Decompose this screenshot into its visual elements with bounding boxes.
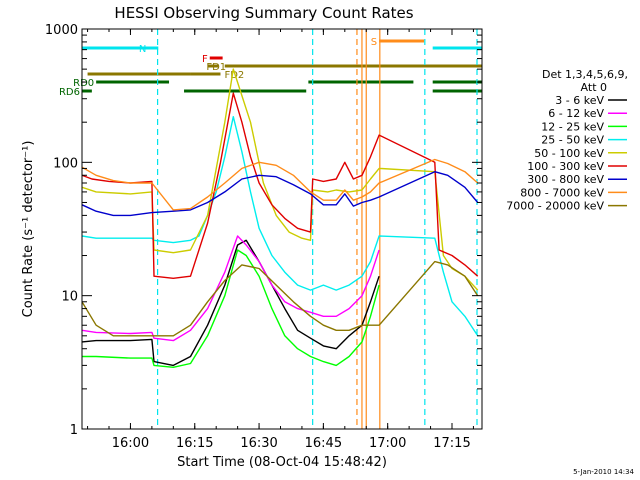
- legend-label-3: 25 - 50 keV: [541, 134, 604, 147]
- legend-label-2: 12 - 25 keV: [541, 120, 604, 133]
- legend-title-line1: Det 1,3,4,5,6,9,: [542, 68, 628, 81]
- series-line-2: [82, 249, 380, 368]
- legend-label-5: 100 - 300 keV: [527, 160, 604, 173]
- series-line-4: [82, 68, 479, 291]
- y-tick-label-2: 100: [53, 156, 78, 171]
- series-line-7: [82, 158, 479, 211]
- x-tick-label-4: 17:00: [369, 436, 406, 451]
- legend-label-6: 300 - 800 keV: [527, 173, 604, 186]
- y-tick-label-3: 1000: [45, 23, 78, 38]
- flag-label-s: S: [371, 37, 377, 48]
- legend-label-7: 800 - 7000 keV: [520, 186, 604, 199]
- x-tick-label-0: 16:00: [112, 436, 149, 451]
- y-tick-label-0: 1: [70, 423, 78, 438]
- series-line-6: [82, 170, 479, 217]
- flag-label-fd2: FD2: [224, 70, 244, 81]
- x-tick-label-2: 16:30: [240, 436, 277, 451]
- x-axis-label: Start Time (08-Oct-04 15:48:42): [177, 455, 387, 470]
- legend-label-1: 6 - 12 keV: [548, 107, 604, 120]
- y-axis: 1 10 100 1000: [45, 23, 482, 438]
- series-line-1: [82, 235, 380, 342]
- series-lines: [82, 68, 479, 368]
- flag-label-f: F: [202, 54, 208, 65]
- footer-timestamp: 5-Jan-2010 14:34: [573, 468, 634, 476]
- flag-label-rd6: RD6: [59, 87, 80, 98]
- series-line-5: [82, 92, 479, 279]
- flag-label-rd0: RD0: [73, 78, 94, 89]
- x-tick-label-5: 17:15: [433, 436, 470, 451]
- x-tick-label-3: 16:45: [305, 436, 342, 451]
- legend-label-0: 3 - 6 keV: [555, 94, 604, 107]
- legend-label-4: 50 - 100 keV: [534, 147, 604, 160]
- chart-title: HESSI Observing Summary Count Rates: [114, 4, 413, 22]
- flag-label-n: N: [139, 44, 146, 55]
- series-line-8: [82, 260, 479, 337]
- y-axis-label: Count Rate (s⁻¹ detector⁻¹): [21, 141, 36, 318]
- series-line-0: [82, 239, 380, 367]
- flag-label-fd1: FD1: [206, 62, 226, 73]
- legend-title-line2: Att 0: [581, 81, 607, 94]
- x-axis: 16:00 16:15 16:30 16:45 17:00 17:15: [87, 29, 474, 451]
- plot-frame: [81, 28, 483, 430]
- x-tick-label-1: 16:15: [176, 436, 213, 451]
- y-tick-label-1: 10: [61, 290, 78, 305]
- series-line-3: [82, 115, 479, 337]
- legend-label-8: 7000 - 20000 keV: [506, 200, 604, 213]
